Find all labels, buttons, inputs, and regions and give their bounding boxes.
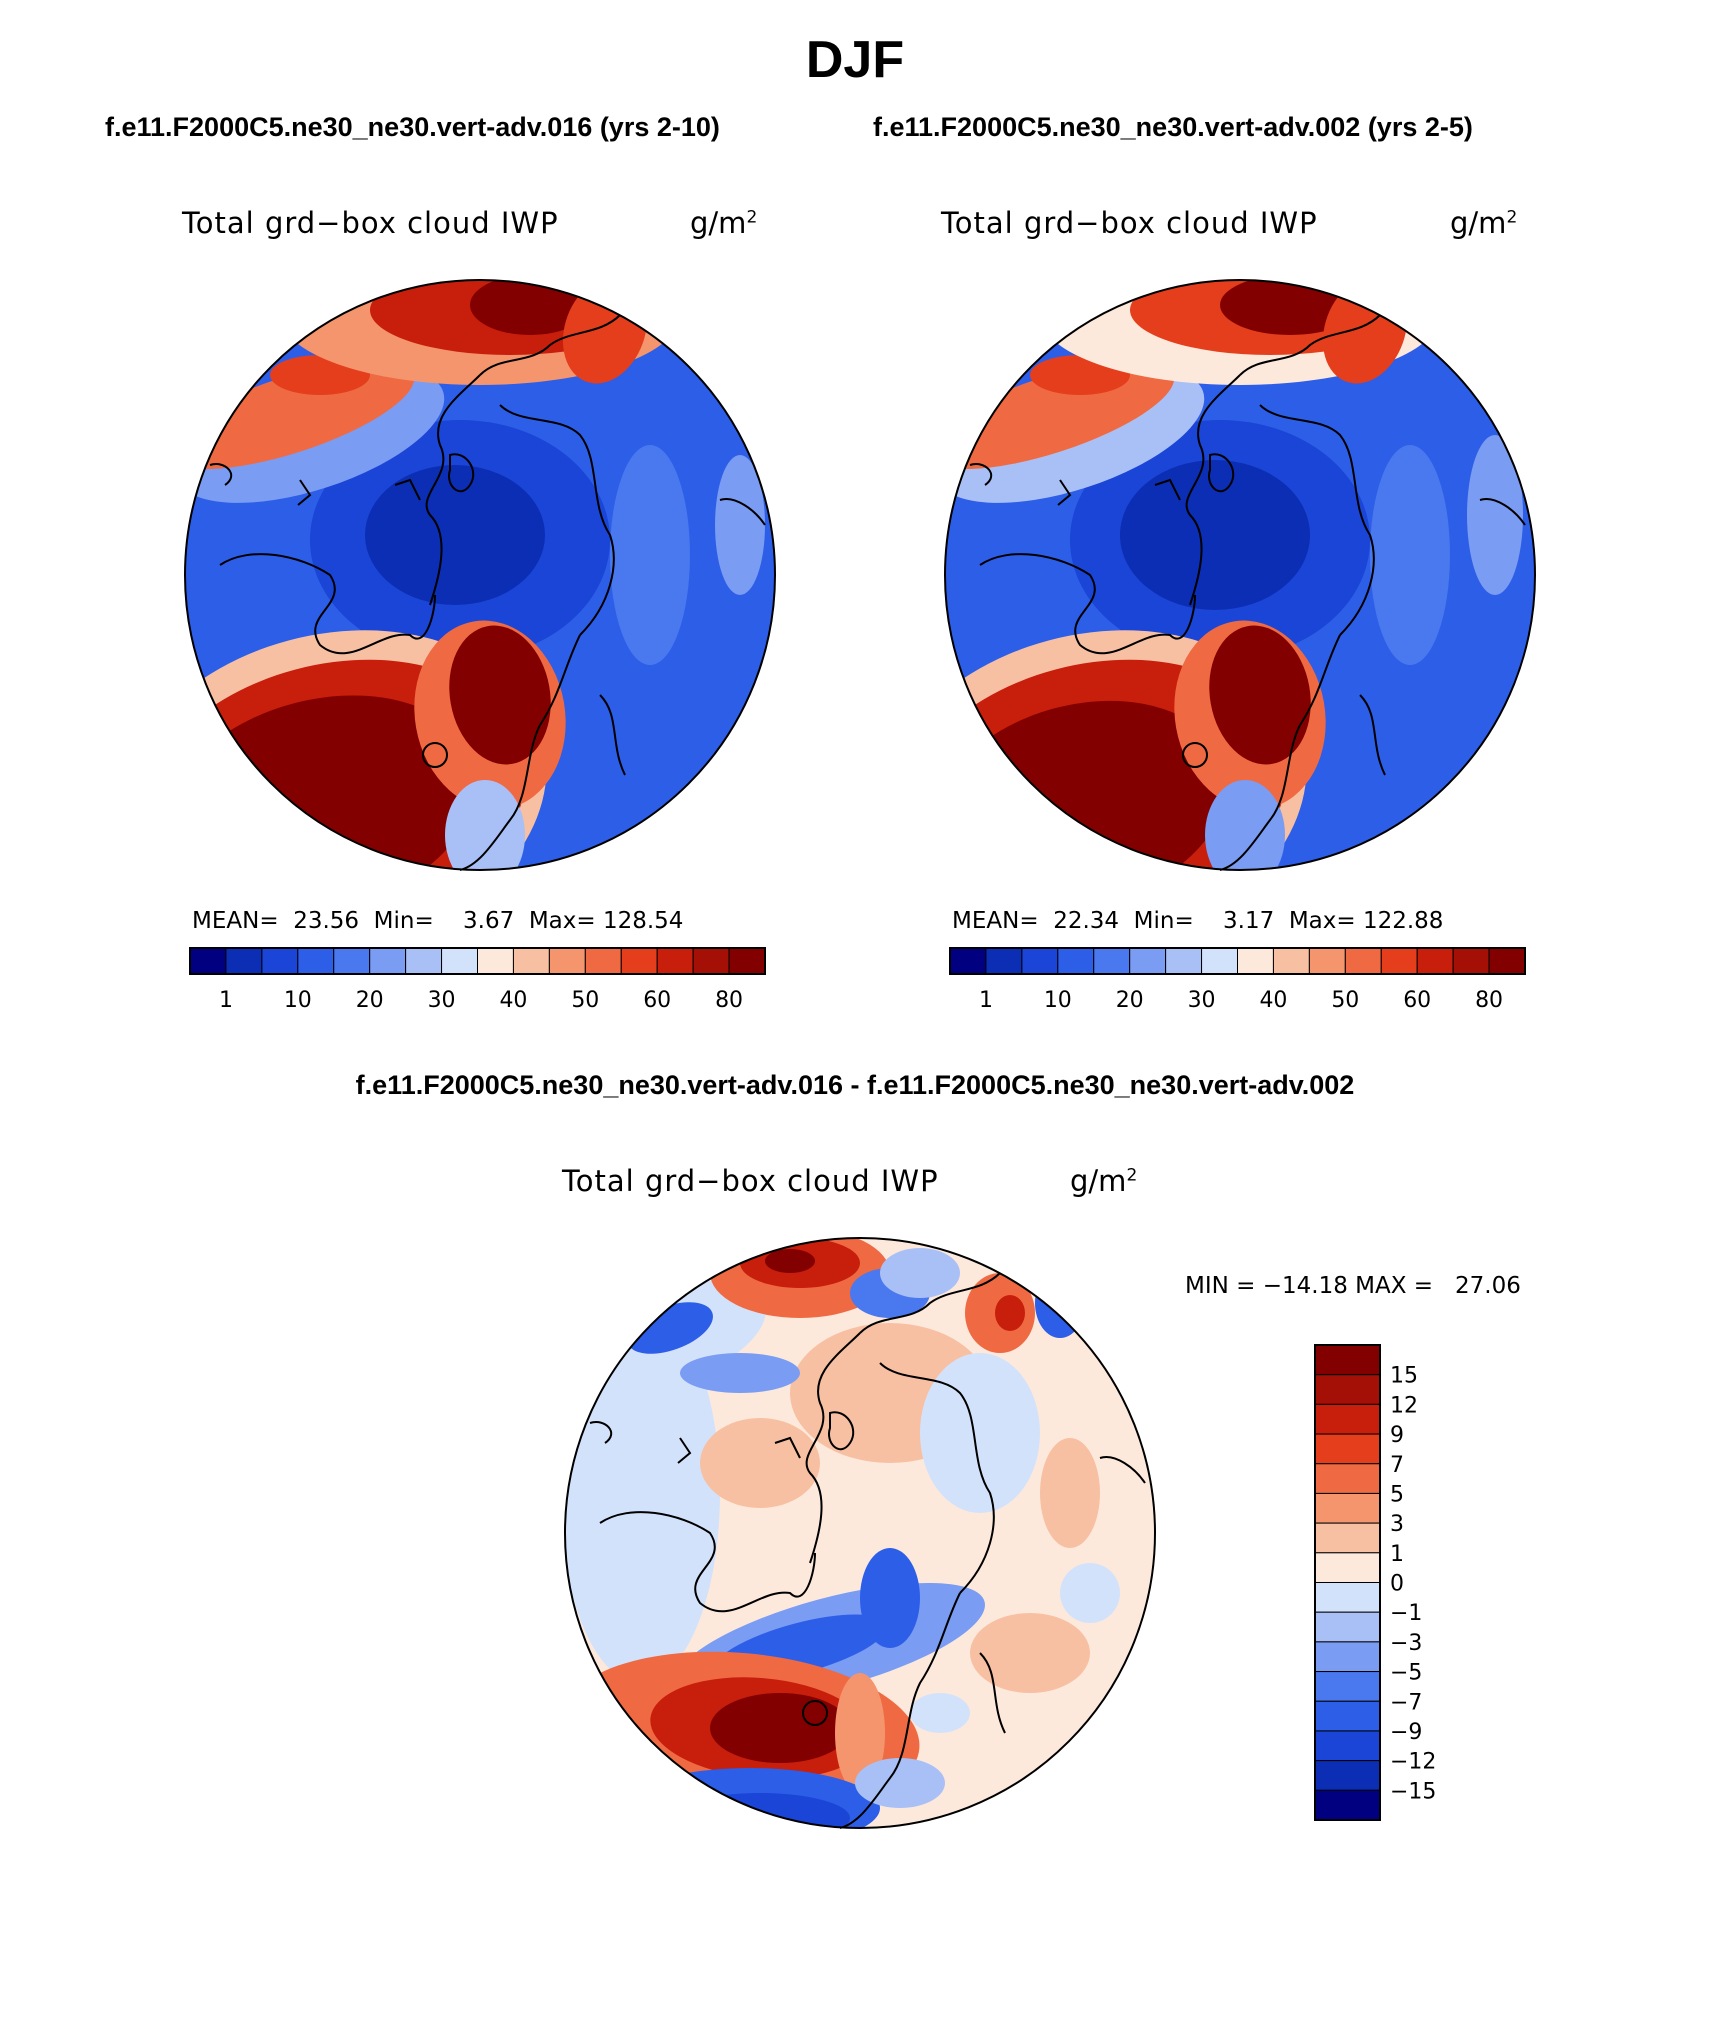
colorbar-tick-label: 80	[715, 988, 743, 1013]
colorbar-tick-label: 40	[499, 988, 527, 1013]
colorbar-swatch	[297, 947, 335, 975]
colorbar-tick-label: −5	[1390, 1661, 1422, 1686]
season-title: DJF	[805, 31, 905, 89]
colorbar-tick-label: 9	[1390, 1423, 1404, 1448]
colorbar-swatch	[656, 947, 694, 975]
colorbar-swatch	[1314, 1582, 1381, 1613]
colorbar-swatch	[405, 947, 443, 975]
colorbar-swatch	[1237, 947, 1274, 975]
colorbar-tick-label: 40	[1259, 988, 1287, 1013]
colorbar-tick-label: −7	[1390, 1690, 1422, 1715]
colorbar-swatch	[1380, 947, 1418, 975]
colorbar-tick-label: 10	[1044, 988, 1072, 1013]
difference-polar-map	[564, 1237, 1156, 1829]
panel1-stats: MEAN= 23.56 Min= 3.67 Max= 128.54	[192, 908, 684, 934]
colorbar-tick-label: 15	[1390, 1364, 1418, 1389]
colorbar-swatch	[1314, 1344, 1381, 1376]
colorbar-swatch	[1314, 1789, 1381, 1821]
colorbar-swatch	[1201, 947, 1238, 975]
colorbar-swatch	[1314, 1433, 1381, 1465]
colorbar-swatch	[1021, 947, 1059, 975]
colorbar-swatch	[620, 947, 658, 975]
colorbar-swatch	[985, 947, 1023, 975]
colorbar-swatch	[1314, 1730, 1381, 1762]
difference-title: f.e11.F2000C5.ne30_ne30.vert-adv.016 - f…	[355, 1070, 1355, 1100]
colorbar-swatch	[1314, 1492, 1381, 1524]
colorbar-tick-label: −1	[1390, 1601, 1422, 1626]
colorbar-swatch	[1272, 947, 1310, 975]
colorbar-swatch	[584, 947, 622, 975]
panel1-units: g/m2	[690, 206, 758, 240]
colorbar-tick-label: −12	[1390, 1750, 1436, 1775]
panel1-polar-map	[184, 279, 776, 871]
colorbar-tick-label: −9	[1390, 1720, 1422, 1745]
colorbar-swatch	[512, 947, 550, 975]
difference-variable-label: Total grd−box cloud IWP	[562, 1164, 939, 1198]
colorbar-tick-label: 1	[979, 988, 993, 1013]
colorbar-swatch	[1314, 1403, 1381, 1435]
panel2-units: g/m2	[1450, 206, 1518, 240]
colorbar-swatch	[1314, 1374, 1381, 1405]
colorbar-swatch	[1452, 947, 1490, 975]
colorbar-tick-label: 1	[219, 988, 233, 1013]
colorbar-swatch	[225, 947, 263, 975]
colorbar-swatch	[692, 947, 730, 975]
colorbar-swatch	[1314, 1522, 1381, 1554]
panel2-variable-label: Total grd−box cloud IWP	[941, 206, 1318, 240]
colorbar-swatch	[1488, 947, 1526, 975]
colorbar-swatch	[477, 947, 514, 975]
colorbar-tick-label: 50	[571, 988, 599, 1013]
panel1-case-title: f.e11.F2000C5.ne30_ne30.vert-adv.016 (yr…	[105, 112, 720, 142]
colorbar-tick-label: 7	[1390, 1453, 1404, 1478]
colorbar-tick-label: 30	[1188, 988, 1216, 1013]
colorbar-tick-label: 60	[1403, 988, 1431, 1013]
panel1-variable-label: Total grd−box cloud IWP	[182, 206, 559, 240]
difference-colorbar: 15 12 9 7 5 3 1 0 −1 −3 −5 −7 −9 −12 −15	[1314, 1344, 1436, 1821]
colorbar-swatch	[548, 947, 586, 975]
colorbar-swatch	[333, 947, 371, 975]
colorbar-tick-label: 12	[1390, 1393, 1418, 1418]
colorbar-tick-label: 80	[1475, 988, 1503, 1013]
colorbar-swatch	[1314, 1760, 1381, 1791]
colorbar-swatch	[441, 947, 478, 975]
colorbar-swatch	[1314, 1463, 1381, 1494]
colorbar-tick-label: 10	[284, 988, 312, 1013]
colorbar-swatch	[949, 947, 987, 975]
colorbar-swatch	[261, 947, 299, 975]
colorbar-swatch	[1057, 947, 1095, 975]
difference-minmax: MIN = −14.18 MAX = 27.06	[1185, 1273, 1521, 1299]
colorbar-swatch	[1129, 947, 1167, 975]
colorbar-swatch	[369, 947, 407, 975]
colorbar-tick-label: −3	[1390, 1631, 1422, 1656]
colorbar-tick-label: 0	[1390, 1572, 1404, 1597]
colorbar-tick-label: −15	[1390, 1779, 1436, 1804]
difference-units: g/m2	[1070, 1164, 1138, 1198]
colorbar-swatch	[1344, 947, 1382, 975]
colorbar-swatch	[1314, 1641, 1381, 1673]
colorbar-swatch	[1314, 1611, 1381, 1643]
colorbar-swatch	[1314, 1671, 1381, 1702]
colorbar-tick-label: 3	[1390, 1512, 1404, 1537]
colorbar-tick-label: 5	[1390, 1482, 1404, 1507]
panel2-colorbar: 1 10 20 30 40 50 60 80	[949, 947, 1526, 1013]
panel2-case-title: f.e11.F2000C5.ne30_ne30.vert-adv.002 (yr…	[873, 112, 1473, 142]
colorbar-tick-label: 1	[1390, 1542, 1404, 1567]
panel2-stats: MEAN= 22.34 Min= 3.17 Max= 122.88	[952, 908, 1444, 934]
colorbar-swatch	[1308, 947, 1346, 975]
colorbar-swatch	[1093, 947, 1131, 975]
colorbar-swatch	[728, 947, 766, 975]
colorbar-tick-label: 50	[1331, 988, 1359, 1013]
colorbar-swatch	[1416, 947, 1454, 975]
colorbar-tick-label: 60	[643, 988, 671, 1013]
panel1-colorbar: 1 10 20 30 40 50 60 80	[189, 947, 766, 1013]
colorbar-swatch	[189, 947, 227, 975]
colorbar-tick-label: 30	[428, 988, 456, 1013]
colorbar-tick-label: 20	[1116, 988, 1144, 1013]
colorbar-tick-label: 20	[356, 988, 384, 1013]
colorbar-swatch	[1314, 1552, 1381, 1583]
colorbar-swatch	[1165, 947, 1203, 975]
panel2-polar-map	[944, 279, 1536, 871]
colorbar-swatch	[1314, 1700, 1381, 1732]
